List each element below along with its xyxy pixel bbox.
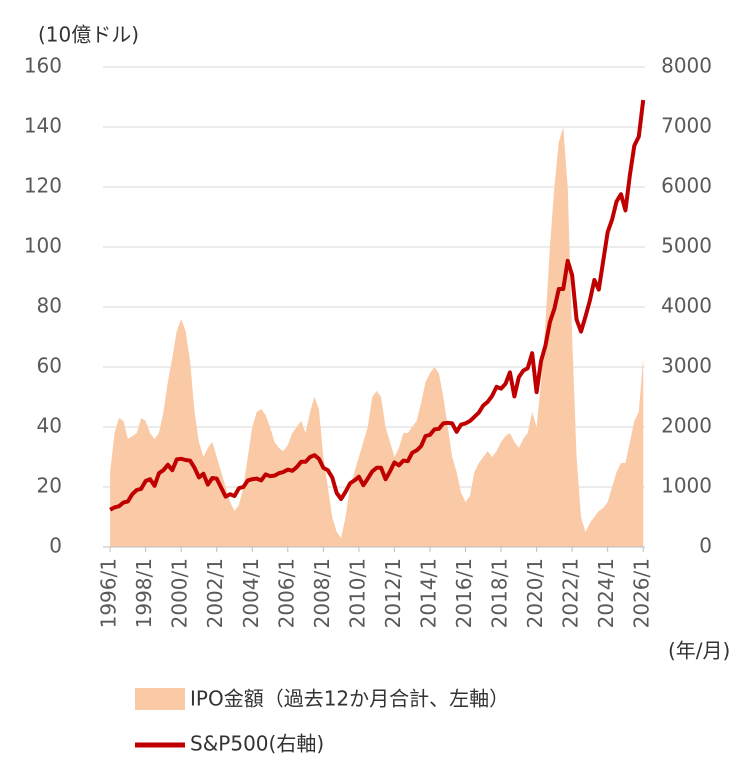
x-tick-label: 2020/1	[523, 558, 547, 628]
y-tick-label: 60	[37, 354, 62, 378]
x-tick-label: 2004/1	[239, 558, 263, 628]
y-tick-label: 100	[24, 234, 62, 258]
x-tick-label: 2006/1	[274, 558, 298, 628]
x-tick-label: 2016/1	[452, 558, 476, 628]
y2-tick-label: 4000	[661, 294, 712, 318]
y-tick-label: 140	[24, 114, 62, 138]
y2-tick-label: 8000	[661, 54, 712, 78]
y-axis-label: (10億ドル)	[38, 23, 139, 47]
y2-tick-label: 0	[699, 534, 712, 558]
x-tick-label: 2014/1	[416, 558, 440, 628]
y2-tick-label: 7000	[661, 114, 712, 138]
legend-swatch-area	[135, 688, 185, 710]
y-tick-label: 160	[24, 54, 62, 78]
legend-label: IPO金額（過去12か月合計、左軸）	[190, 687, 509, 711]
y-tick-label: 20	[37, 474, 62, 498]
y-tick-label: 0	[49, 534, 62, 558]
x-tick-label: 2000/1	[168, 558, 192, 628]
y-tick-label: 80	[37, 294, 62, 318]
y2-tick-label: 1000	[661, 474, 712, 498]
x-tick-label: 2024/1	[594, 558, 618, 628]
x-tick-label: 2022/1	[559, 558, 583, 628]
y2-tick-label: 6000	[661, 174, 712, 198]
y-tick-label: 40	[37, 414, 62, 438]
x-tick-label: 2012/1	[381, 558, 405, 628]
x-tick-label: 2010/1	[345, 558, 369, 628]
legend-label: S&P500(右軸)	[190, 732, 324, 756]
y2-tick-label: 3000	[661, 354, 712, 378]
x-tick-label: 2026/1	[630, 558, 654, 628]
y2-tick-label: 2000	[661, 414, 712, 438]
x-tick-label: 1998/1	[132, 558, 156, 628]
ipo-area	[110, 127, 644, 547]
x-tick-label: 2008/1	[310, 558, 334, 628]
y-tick-label: 120	[24, 174, 62, 198]
sp500-line	[109, 99, 646, 512]
x-tick-label: 1996/1	[97, 558, 121, 628]
x-tick-label: 2002/1	[203, 558, 227, 628]
x-axis-label: (年/月)	[668, 639, 730, 663]
x-tick-label: 2018/1	[488, 558, 512, 628]
y2-tick-label: 5000	[661, 234, 712, 258]
